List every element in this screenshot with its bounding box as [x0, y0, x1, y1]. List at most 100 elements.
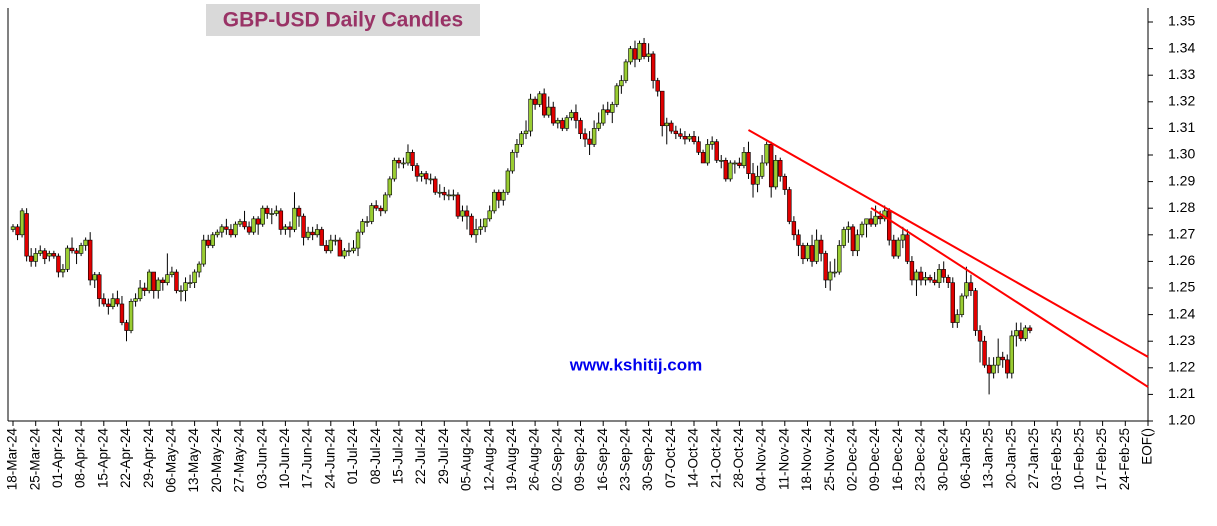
- candle-body: [473, 229, 479, 236]
- candle-body: [619, 80, 624, 87]
- candle-body: [414, 165, 420, 177]
- x-tick-label: 23-Dec-24: [913, 428, 928, 492]
- candle-body: [782, 175, 788, 190]
- candle-body: [655, 80, 660, 92]
- candle-body: [442, 191, 447, 196]
- candle-body: [1023, 327, 1028, 339]
- x-tick-label: 05-Aug-24: [459, 428, 474, 492]
- x-tick-label: EOF(): [1140, 428, 1155, 465]
- candle-body: [433, 178, 438, 193]
- candle-body: [964, 282, 969, 297]
- candle-body: [228, 229, 234, 236]
- candle-body: [973, 290, 978, 331]
- candle-body: [909, 261, 915, 281]
- candle-body: [691, 136, 697, 143]
- candle-body: [269, 213, 274, 215]
- candle-body: [65, 247, 70, 270]
- candle-body: [714, 141, 719, 161]
- candle-body: [687, 136, 692, 140]
- x-tick-label: 30-Dec-24: [935, 428, 950, 492]
- candle-body: [946, 277, 951, 283]
- x-tick-label: 06-Jan-25: [958, 428, 973, 489]
- candle-body: [460, 210, 465, 217]
- candle-body: [660, 90, 665, 127]
- candle-body: [283, 226, 288, 230]
- x-tick-label: 17-Feb-25: [1094, 428, 1109, 490]
- x-tick-label: 24-Jun-24: [322, 428, 337, 489]
- candle-body: [605, 109, 610, 113]
- candle-body: [864, 218, 869, 225]
- candle-body: [887, 210, 892, 241]
- candle-body: [628, 48, 633, 63]
- candle-body: [38, 250, 43, 254]
- candle-body: [201, 239, 206, 265]
- candle-body: [669, 122, 674, 132]
- candle-body: [918, 271, 924, 281]
- candle-body: [728, 162, 733, 180]
- candle-body: [233, 223, 238, 236]
- candle-body: [305, 231, 311, 238]
- candle-body: [401, 162, 406, 165]
- x-tick-label: 02-Dec-24: [844, 428, 859, 492]
- candle-body: [224, 226, 229, 230]
- candle-body: [310, 231, 315, 236]
- x-tick-label: 12-Aug-24: [481, 428, 496, 492]
- candle-body: [546, 106, 551, 116]
- candle-body: [1018, 330, 1024, 339]
- candle-body: [877, 215, 883, 220]
- candle-body: [319, 229, 324, 246]
- candle-body: [410, 152, 415, 166]
- candle-body: [582, 133, 588, 140]
- y-tick-label: 1.23: [1168, 332, 1195, 348]
- x-tick-label: 03-Jun-24: [254, 428, 269, 489]
- y-tick-label: 1.20: [1168, 412, 1195, 428]
- candle-body: [342, 250, 347, 257]
- candle-body: [183, 282, 188, 291]
- candle-body: [314, 229, 320, 236]
- x-tick-label: 18-Nov-24: [799, 428, 814, 492]
- candle-body: [814, 239, 819, 262]
- candle-body: [169, 271, 175, 276]
- candle-body: [1027, 327, 1033, 331]
- candle-body: [587, 138, 592, 145]
- x-tick-label: 15-Apr-24: [95, 428, 110, 489]
- candle-body: [519, 133, 524, 145]
- x-tick-label: 09-Sep-24: [572, 428, 587, 492]
- x-tick-label: 23-Sep-24: [617, 428, 632, 492]
- trend-line: [747, 129, 1149, 358]
- candle-body: [147, 271, 152, 291]
- y-tick-label: 1.22: [1168, 359, 1195, 375]
- candle-body: [664, 122, 669, 127]
- candle-body: [24, 213, 29, 257]
- candle-body: [537, 93, 542, 105]
- x-tick-label: 13-May-24: [186, 428, 201, 493]
- candle-body: [532, 98, 538, 105]
- x-tick-label: 22-Jul-24: [413, 428, 428, 485]
- candle-body: [560, 120, 565, 129]
- candle-body: [737, 162, 742, 166]
- candle-body: [101, 298, 107, 305]
- x-tick-label: 21-Oct-24: [708, 428, 723, 489]
- candle-body: [1005, 359, 1010, 374]
- candle-body: [637, 42, 642, 60]
- candle-body: [187, 282, 193, 284]
- candle-body: [405, 152, 411, 164]
- x-tick-label: 25-Nov-24: [822, 428, 837, 492]
- candle-body: [827, 271, 833, 281]
- candle-body: [60, 269, 66, 273]
- x-tick-label: 24-Feb-25: [1117, 428, 1132, 490]
- x-tick-label: 09-Dec-24: [867, 428, 882, 492]
- candle-body: [464, 210, 470, 217]
- candle-body: [478, 226, 483, 230]
- x-tick-label: 19-Aug-24: [504, 428, 519, 492]
- y-tick-label: 1.35: [1168, 13, 1195, 29]
- x-tick-label: 13-Jan-25: [981, 428, 996, 489]
- x-tick-label: 22-Apr-24: [118, 428, 133, 489]
- candle-body: [251, 218, 256, 233]
- candle-body: [287, 226, 293, 230]
- candle-body: [959, 295, 965, 315]
- candle-body: [941, 269, 946, 278]
- candle-body: [78, 245, 84, 254]
- candle-body: [278, 210, 284, 230]
- candle-body: [260, 207, 265, 225]
